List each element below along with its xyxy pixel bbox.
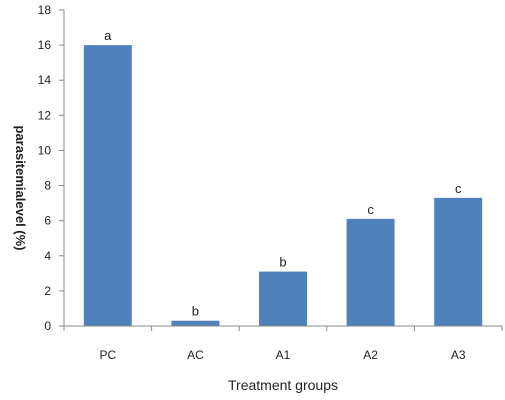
y-tick-label: 14: [38, 73, 52, 87]
y-tick-label: 12: [38, 108, 52, 122]
x-tick-label: AC: [187, 348, 204, 362]
y-tick-label: 16: [38, 38, 52, 52]
y-tick-label: 2: [44, 284, 51, 298]
x-axis-title: Treatment groups: [228, 377, 338, 393]
y-tick-label: 8: [44, 179, 51, 193]
y-axis: 0 2 4 6 8 10 12 14 16 18: [38, 3, 65, 333]
x-tick-label: A2: [363, 348, 378, 362]
y-tick-label: 18: [38, 3, 52, 17]
x-axis: PC AC A1 A2 A3: [63, 325, 503, 362]
bar-a1: [259, 271, 307, 326]
y-tick-label: 10: [38, 143, 52, 157]
bar-ac: [171, 320, 220, 326]
x-tick-label: A3: [451, 348, 466, 362]
data-label-ac: b: [192, 304, 199, 319]
bar-pc: [83, 45, 132, 326]
bar-a2: [346, 218, 395, 326]
y-tick-label: 4: [44, 249, 51, 263]
x-tick-label: PC: [99, 348, 116, 362]
y-axis-title: parasitemialevel (%): [13, 125, 28, 250]
data-label-pc: a: [104, 28, 112, 43]
data-label-a2: c: [367, 202, 374, 217]
bars: a b b c c: [83, 28, 483, 326]
data-label-a1: b: [279, 255, 286, 270]
x-tick-label: A1: [276, 348, 291, 362]
y-tick-label: 0: [44, 319, 51, 333]
bar-a3: [434, 197, 483, 326]
data-label-a3: c: [455, 181, 462, 196]
y-tick-label: 6: [44, 214, 51, 228]
